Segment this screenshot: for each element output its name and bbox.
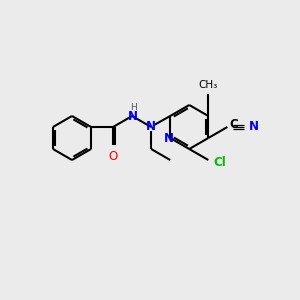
Text: N: N (164, 131, 174, 145)
Text: Cl: Cl (213, 157, 226, 169)
Text: N: N (249, 121, 259, 134)
Text: N: N (128, 110, 138, 122)
Text: CH₃: CH₃ (199, 80, 218, 90)
Text: C: C (230, 118, 238, 131)
Text: N: N (146, 121, 156, 134)
Text: H: H (130, 103, 136, 112)
Text: O: O (108, 150, 118, 163)
